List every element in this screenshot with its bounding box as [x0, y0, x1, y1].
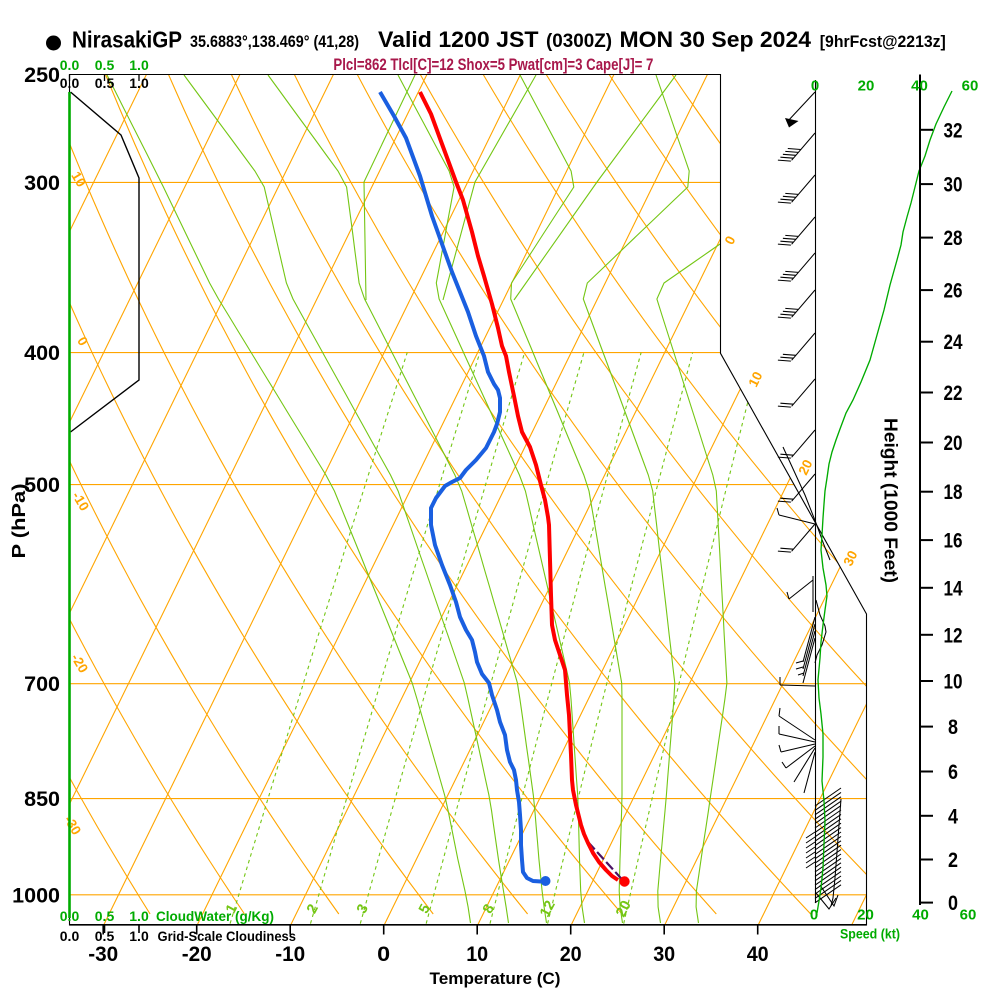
svg-text:40: 40 [912, 907, 929, 924]
svg-text:P (hPa): P (hPa) [9, 484, 29, 559]
svg-text:NirasakiGP: NirasakiGP [72, 27, 182, 53]
svg-text:0.0: 0.0 [60, 908, 80, 924]
svg-text:60: 60 [960, 907, 977, 924]
svg-text:16: 16 [944, 529, 963, 553]
svg-text:30: 30 [840, 548, 860, 568]
svg-text:20: 20 [613, 898, 635, 920]
svg-text:Grid-Scale Cloudiness: Grid-Scale Cloudiness [158, 928, 297, 944]
svg-text:1.0: 1.0 [129, 908, 149, 924]
svg-text:0: 0 [811, 78, 819, 95]
svg-text:MON 30 Sep 2024: MON 30 Sep 2024 [620, 27, 812, 52]
svg-text:12: 12 [944, 623, 963, 647]
svg-text:14: 14 [944, 576, 963, 600]
svg-text:0.0: 0.0 [60, 928, 80, 944]
svg-text:0.0: 0.0 [60, 57, 80, 73]
svg-text:10: 10 [466, 942, 488, 966]
svg-text:2: 2 [948, 848, 958, 872]
svg-text:0.0: 0.0 [60, 75, 80, 91]
svg-text:500: 500 [24, 473, 60, 497]
svg-text:20: 20 [944, 431, 963, 455]
svg-text:10: 10 [745, 369, 765, 389]
svg-text:32: 32 [944, 118, 963, 142]
svg-text:30: 30 [653, 942, 675, 966]
svg-text:Plcl=862 Tlcl[C]=12 Shox=5 Pwa: Plcl=862 Tlcl[C]=12 Shox=5 Pwat[cm]=3 Ca… [333, 56, 653, 74]
svg-text:20: 20 [857, 907, 874, 924]
svg-text:20: 20 [560, 942, 582, 966]
svg-text:22: 22 [944, 381, 963, 405]
svg-text:8: 8 [948, 715, 958, 739]
svg-text:0.5: 0.5 [95, 928, 115, 944]
svg-text:[9hrFcst@2213z]: [9hrFcst@2213z] [820, 33, 946, 51]
svg-text:20: 20 [858, 78, 875, 95]
svg-text:1.0: 1.0 [129, 928, 149, 944]
svg-text:1000: 1000 [12, 883, 60, 907]
svg-text:Valid 1200 JST: Valid 1200 JST [378, 27, 539, 52]
svg-text:30: 30 [944, 173, 963, 197]
svg-text:10: 10 [68, 169, 89, 190]
svg-text:-20: -20 [182, 942, 212, 966]
svg-text:40: 40 [747, 942, 769, 966]
svg-text:18: 18 [944, 480, 963, 504]
svg-text:60: 60 [962, 78, 979, 95]
svg-text:0.5: 0.5 [95, 908, 115, 924]
svg-text:20: 20 [795, 457, 815, 477]
svg-text:10: 10 [944, 670, 963, 694]
svg-text:4: 4 [948, 804, 958, 828]
svg-text:0: 0 [377, 942, 390, 966]
svg-text:(0300Z): (0300Z) [546, 31, 612, 52]
svg-text:40: 40 [911, 78, 928, 95]
svg-text:0: 0 [810, 907, 818, 924]
svg-text:6: 6 [948, 760, 958, 784]
svg-text:700: 700 [24, 672, 60, 696]
svg-text:Speed (kt): Speed (kt) [840, 926, 900, 942]
svg-text:24: 24 [944, 330, 963, 354]
svg-text:35.6883°,138.469° (41,28): 35.6883°,138.469° (41,28) [190, 32, 359, 51]
svg-text:0.5: 0.5 [95, 57, 115, 73]
svg-text:Height (1000 Feet): Height (1000 Feet) [881, 418, 902, 583]
svg-text:250: 250 [24, 63, 60, 87]
svg-text:26: 26 [944, 279, 963, 303]
svg-text:Temperature (C): Temperature (C) [430, 969, 561, 988]
svg-text:1.0: 1.0 [129, 75, 149, 91]
svg-text:400: 400 [24, 341, 60, 365]
svg-text:850: 850 [24, 787, 60, 811]
svg-text:12: 12 [537, 898, 559, 920]
svg-text:-30: -30 [88, 942, 118, 966]
svg-text:28: 28 [944, 226, 963, 250]
svg-text:0.5: 0.5 [95, 75, 115, 91]
svg-text:300: 300 [24, 171, 60, 195]
svg-text:-10: -10 [275, 942, 305, 966]
svg-text:0: 0 [948, 891, 958, 915]
svg-text:CloudWater (g/Kg): CloudWater (g/Kg) [156, 908, 274, 924]
svg-text:1.0: 1.0 [129, 57, 149, 73]
